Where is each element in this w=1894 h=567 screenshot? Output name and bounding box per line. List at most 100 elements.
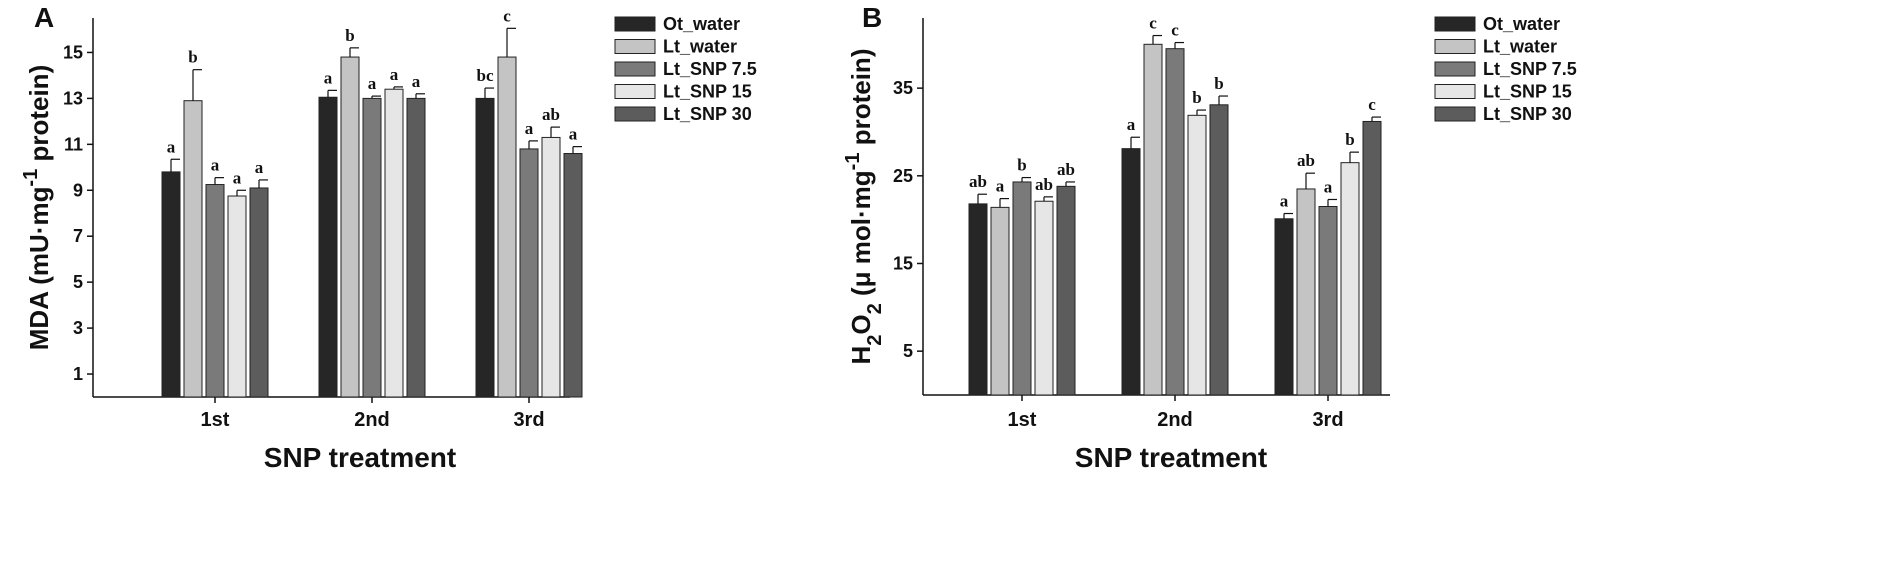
bar xyxy=(183,100,203,398)
bar xyxy=(968,203,988,396)
y-tick-label: 35 xyxy=(893,78,913,98)
legend-swatch xyxy=(614,16,656,32)
panel-label: A xyxy=(34,2,54,33)
significance-letter: b xyxy=(1214,74,1223,93)
bar xyxy=(563,153,583,398)
bar xyxy=(1209,104,1229,396)
significance-letter: a xyxy=(1127,115,1136,134)
significance-letter: a xyxy=(167,137,176,156)
significance-letter: c xyxy=(1149,14,1157,33)
legend-label: Lt_water xyxy=(1483,37,1557,57)
significance-letter: c xyxy=(1368,95,1376,114)
bar xyxy=(990,206,1010,396)
significance-letter: a xyxy=(1280,192,1289,211)
y-tick-label: 15 xyxy=(63,42,83,62)
x-tick-label: 2nd xyxy=(1157,409,1193,431)
bar xyxy=(475,97,495,398)
y-tick-label: 25 xyxy=(893,166,913,186)
bar xyxy=(384,88,404,398)
legend-label: Ot_water xyxy=(1483,14,1560,34)
legend-swatch xyxy=(614,61,656,77)
bar xyxy=(318,96,338,398)
bar xyxy=(1296,188,1316,396)
significance-letter: a xyxy=(211,156,220,175)
significance-letter: ab xyxy=(1035,175,1053,194)
y-tick-label: 5 xyxy=(903,341,913,361)
bar xyxy=(362,97,382,398)
y-tick-label: 1 xyxy=(73,364,83,384)
significance-letter: b xyxy=(188,48,197,67)
significance-letter: ab xyxy=(1297,151,1315,170)
x-tick-label: 1st xyxy=(1008,409,1037,431)
bar xyxy=(497,56,517,398)
legend-swatch xyxy=(1434,61,1476,77)
legend-label: Lt_SNP 7.5 xyxy=(663,59,757,79)
significance-letter: bc xyxy=(477,66,494,85)
significance-letter: a xyxy=(996,177,1005,196)
panel-label: B xyxy=(862,2,882,33)
significance-letter: a xyxy=(390,65,399,84)
significance-letter: b xyxy=(1192,88,1201,107)
x-tick-label: 3rd xyxy=(513,409,544,431)
legend-label: Lt_SNP 15 xyxy=(1483,82,1572,102)
legend-label: Lt_water xyxy=(663,37,737,57)
legend-swatch xyxy=(1434,39,1476,54)
significance-letter: b xyxy=(345,26,354,45)
bar xyxy=(1362,120,1382,396)
significance-letter: ab xyxy=(1057,160,1075,179)
bar xyxy=(1340,162,1360,396)
significance-letter: c xyxy=(503,6,511,25)
legend-label: Lt_SNP 7.5 xyxy=(1483,59,1577,79)
legend-swatch xyxy=(614,84,656,99)
bar xyxy=(1318,206,1338,396)
legend-swatch xyxy=(614,106,656,122)
significance-letter: a xyxy=(233,168,242,187)
x-tick-label: 1st xyxy=(201,409,230,431)
significance-letter: a xyxy=(569,125,578,144)
bar xyxy=(1034,200,1054,396)
legend-swatch xyxy=(1434,16,1476,32)
legend-label: Lt_SNP 30 xyxy=(663,104,752,124)
bar xyxy=(227,195,247,398)
bar xyxy=(249,187,269,398)
bar xyxy=(1187,114,1207,396)
significance-letter: a xyxy=(525,119,534,138)
significance-letter: b xyxy=(1345,130,1354,149)
legend-label: Lt_SNP 30 xyxy=(1483,104,1572,124)
y-tick-label: 9 xyxy=(73,180,83,200)
y-tick-label: 13 xyxy=(63,88,83,108)
legend-swatch xyxy=(1434,106,1476,122)
y-axis-label: MDA (mU·mg-1 protein) xyxy=(20,65,54,350)
bar xyxy=(1012,181,1032,396)
significance-letter: ab xyxy=(969,172,987,191)
bar xyxy=(1165,48,1185,396)
bar xyxy=(1274,218,1294,396)
legend-swatch xyxy=(1434,84,1476,99)
x-tick-label: 2nd xyxy=(354,409,390,431)
x-axis-label: SNP treatment xyxy=(264,442,456,473)
significance-letter: b xyxy=(1017,156,1026,175)
y-tick-label: 15 xyxy=(893,253,913,273)
legend-label: Lt_SNP 15 xyxy=(663,82,752,102)
significance-letter: a xyxy=(368,74,377,93)
significance-letter: c xyxy=(1171,21,1179,40)
y-tick-label: 11 xyxy=(64,134,83,154)
y-tick-label: 3 xyxy=(73,318,83,338)
significance-letter: a xyxy=(412,72,421,91)
bar xyxy=(161,171,181,398)
significance-letter: a xyxy=(324,68,333,87)
bar xyxy=(1056,185,1076,396)
x-axis-label: SNP treatment xyxy=(1075,442,1267,473)
legend-label: Ot_water xyxy=(663,14,740,34)
significance-letter: ab xyxy=(542,105,560,124)
bar xyxy=(406,97,426,398)
bar xyxy=(340,56,360,398)
significance-letter: a xyxy=(1324,177,1333,196)
bar xyxy=(1121,148,1141,396)
bar xyxy=(519,148,539,398)
